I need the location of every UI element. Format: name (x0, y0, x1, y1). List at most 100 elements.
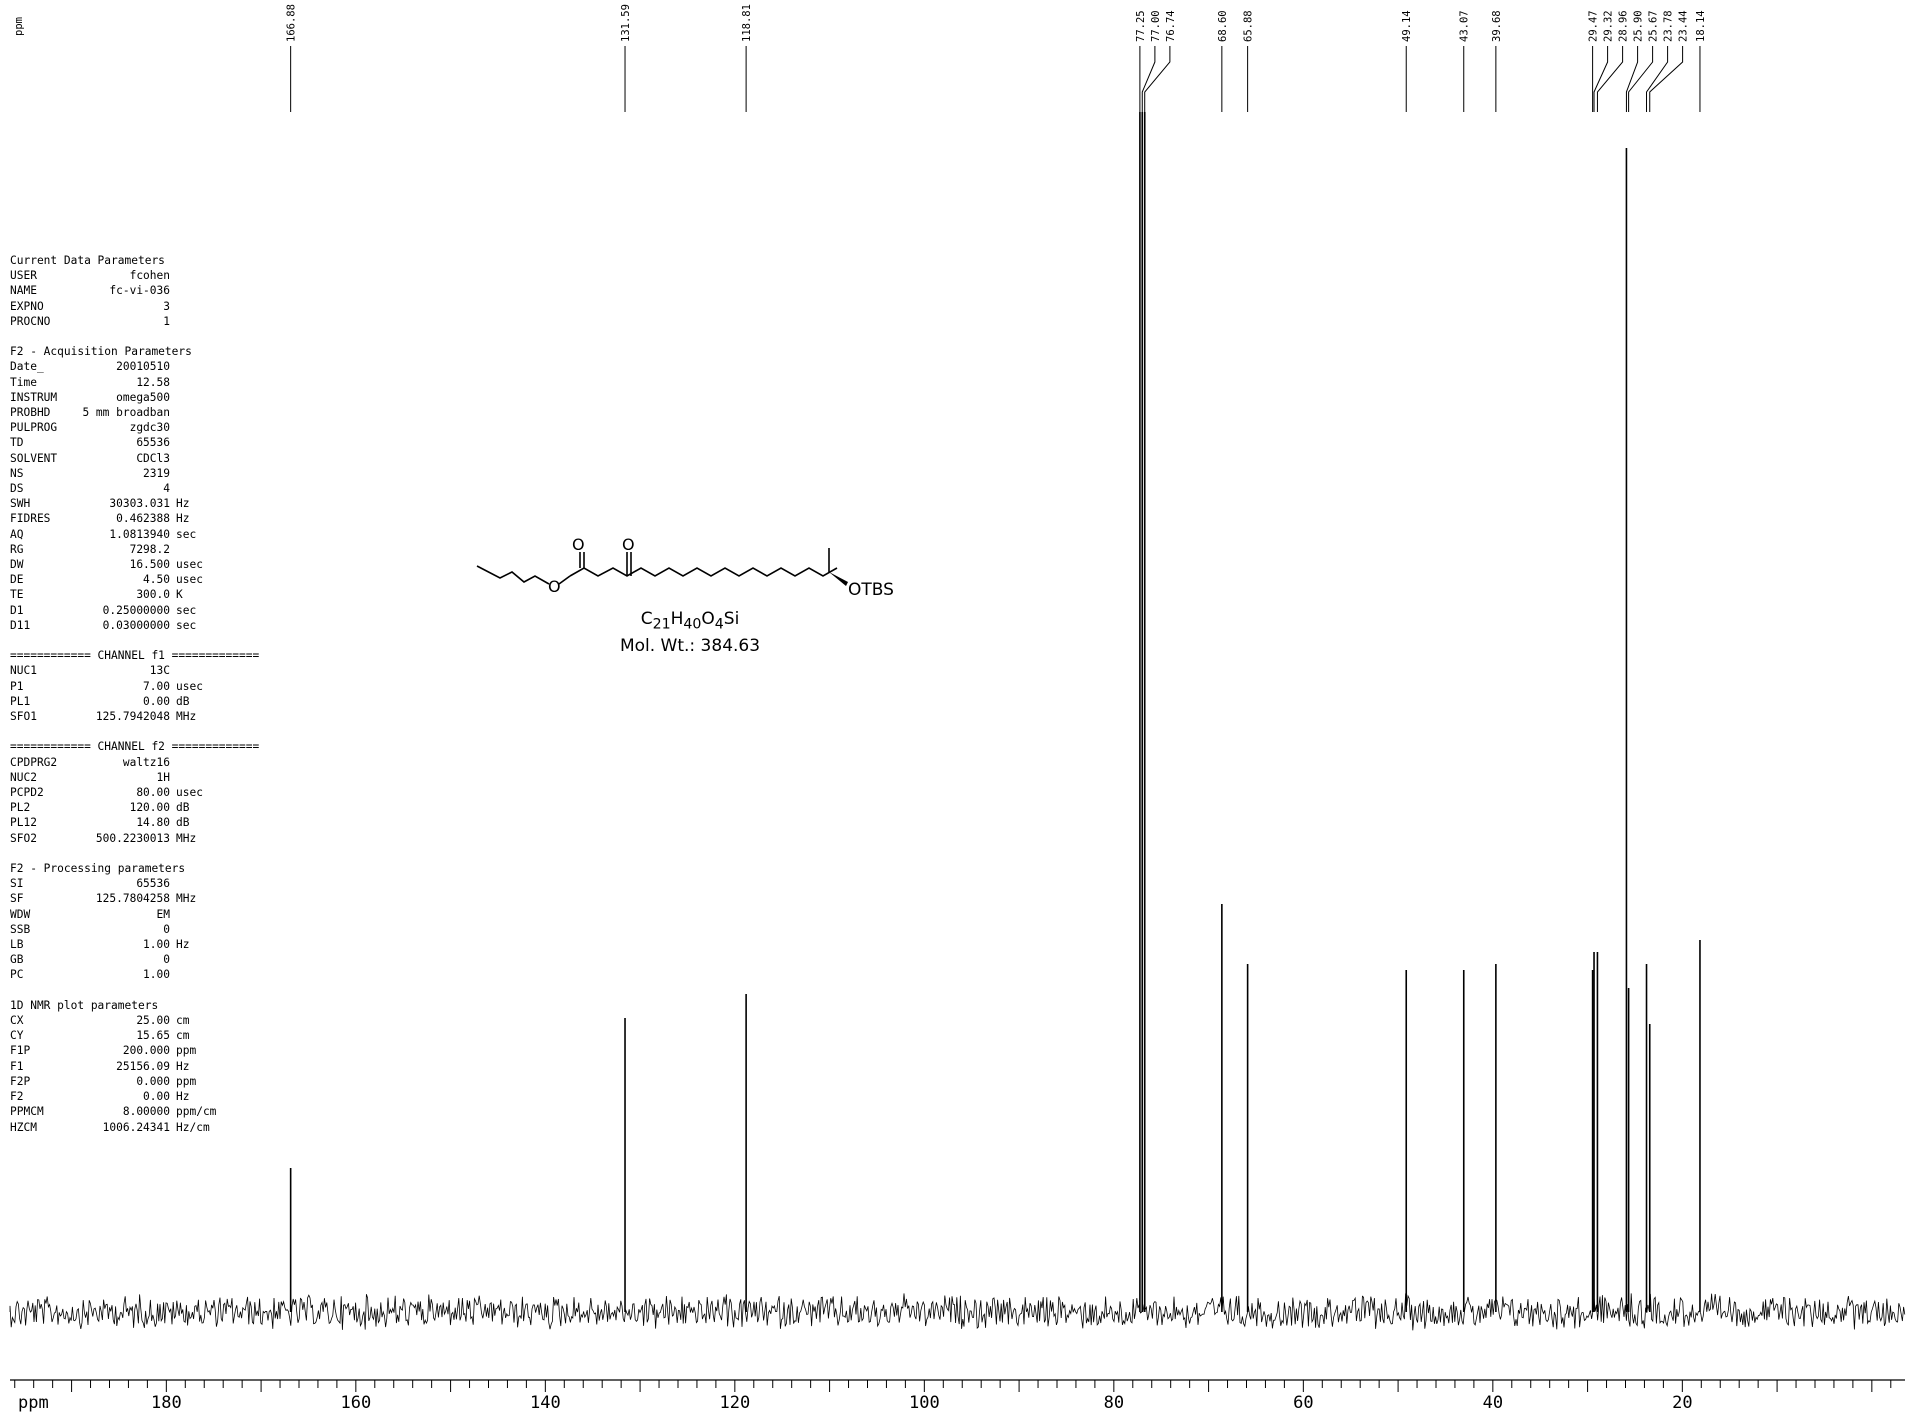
param-unit: sec (176, 603, 197, 617)
param-value: 3 (163, 299, 170, 313)
param-row: D1 0.25000000 sec (10, 603, 259, 618)
param-value: CDCl3 (136, 451, 170, 465)
param-row: WDW EM (10, 907, 259, 922)
param-row: USER fcohen (10, 268, 259, 283)
param-row: SFO1 125.7942048 MHz (10, 709, 259, 724)
acquisition-parameters: Current Data Parameters USER fcohen NAME fc-… (10, 253, 259, 1135)
formula-si: Si (723, 609, 740, 629)
param-key: GB (10, 953, 24, 967)
param-row: Time 12.58 (10, 375, 259, 390)
molecular-weight: Mol. Wt.: 384.63 (619, 636, 761, 657)
formula-c: C (640, 609, 653, 629)
param-unit: ppm (176, 1044, 197, 1058)
param-row: PL1 0.00 dB (10, 694, 259, 709)
param-row: F1P 200.000 ppm (10, 1043, 259, 1058)
param-row: P1 7.00 usec (10, 679, 259, 694)
param-unit: sec (176, 527, 197, 541)
peak-leader-line (1596, 46, 1624, 112)
param-key: F1 (10, 1059, 24, 1073)
param-unit: K (176, 588, 183, 602)
param-section-header: 1D NMR plot parameters (10, 998, 159, 1012)
param-row: EXPNO 3 (10, 299, 259, 314)
param-unit: MHz (176, 831, 197, 845)
param-value: zgdc30 (129, 421, 170, 435)
param-unit: usec (176, 786, 203, 800)
param-row: PPMCM 8.00000 ppm/cm (10, 1104, 259, 1119)
peak-label: 39.68 (1491, 10, 1503, 42)
param-value: 25.00 (136, 1014, 170, 1028)
param-value: 25156.09 (116, 1059, 170, 1073)
param-key: SI (10, 877, 24, 891)
param-value: 0.00 (143, 1090, 170, 1104)
param-value: 14.80 (136, 816, 170, 830)
param-row: NUC1 13C (10, 663, 259, 678)
peak-label: 28.96 (1618, 10, 1630, 42)
param-value: 5 mm broadban (82, 406, 170, 420)
param-value: 4 (163, 482, 170, 496)
param-key: SSB (10, 922, 31, 936)
param-unit: Hz (176, 497, 190, 511)
formula-h-sub: 40 (683, 616, 702, 633)
param-key: SOLVENT (10, 451, 58, 465)
param-key: SWH (10, 497, 31, 511)
param-value: 7298.2 (129, 542, 170, 556)
param-row: FIDRES 0.462388 Hz (10, 511, 259, 526)
param-value: 120.00 (129, 801, 170, 815)
param-key: CY (10, 1029, 24, 1043)
param-gap (10, 724, 259, 739)
param-key: PL2 (10, 801, 31, 815)
param-row: LB 1.00 Hz (10, 937, 259, 952)
param-value: 0 (163, 922, 170, 936)
param-value: EM (156, 907, 170, 921)
axis-tick-label: 40 (1483, 1393, 1503, 1412)
param-key: NUC1 (10, 664, 37, 678)
param-gap (10, 983, 259, 998)
param-key: D1 (10, 603, 24, 617)
param-value: 80.00 (136, 786, 170, 800)
param-value: omega500 (116, 390, 170, 404)
backbone-chain (569, 567, 838, 577)
param-row: DE 4.50 usec (10, 572, 259, 587)
param-row: DS 4 (10, 481, 259, 496)
param-row: SWH 30303.031 Hz (10, 496, 259, 511)
peak-label: 18.14 (1695, 10, 1707, 42)
param-key: SFO1 (10, 710, 37, 724)
param-row: F2P 0.000 ppm (10, 1074, 259, 1089)
param-unit: dB (176, 694, 190, 708)
param-row: INSTRUM omega500 (10, 390, 259, 405)
peak-label: 166.88 (286, 4, 298, 42)
param-value: fcohen (129, 269, 170, 283)
param-row: SF 125.7804258 MHz (10, 891, 259, 906)
param-key: D11 (10, 618, 31, 632)
param-key: PL12 (10, 816, 37, 830)
peak-label: 25.90 (1633, 10, 1645, 42)
param-value: waltz16 (122, 755, 170, 769)
param-unit: Hz (176, 1090, 190, 1104)
ester-o-bond (558, 575, 571, 585)
ketone-o-label: O (622, 535, 635, 554)
corner-ppm-label: ppm (13, 17, 25, 36)
axis-tick-label: 20 (1672, 1393, 1692, 1412)
param-unit: cm (176, 1014, 190, 1028)
axis-tick-label: 140 (530, 1393, 561, 1412)
peak-label: 118.81 (741, 4, 753, 42)
param-value: 0.462388 (116, 512, 170, 526)
formula-o: O (701, 609, 715, 629)
peak-leader-line (1625, 46, 1639, 112)
param-value: 200.000 (122, 1044, 170, 1058)
param-row: Date_ 20010510 (10, 359, 259, 374)
param-row: GB 0 (10, 952, 259, 967)
param-unit: sec (176, 618, 197, 632)
param-key: PL1 (10, 694, 31, 708)
param-value: 1H (156, 770, 170, 784)
param-row: HZCM 1006.24341 Hz/cm (10, 1120, 259, 1135)
param-row: F1 25156.09 Hz (10, 1059, 259, 1074)
param-row: SSB 0 (10, 922, 259, 937)
param-key: CX (10, 1014, 24, 1028)
param-key: RG (10, 542, 24, 556)
axis-tick-label: 120 (719, 1393, 750, 1412)
param-value: 30303.031 (109, 497, 170, 511)
param-row: NAME fc-vi-036 (10, 283, 259, 298)
param-value: 1006.24341 (102, 1120, 170, 1134)
peak-label: 77.25 (1135, 10, 1147, 42)
